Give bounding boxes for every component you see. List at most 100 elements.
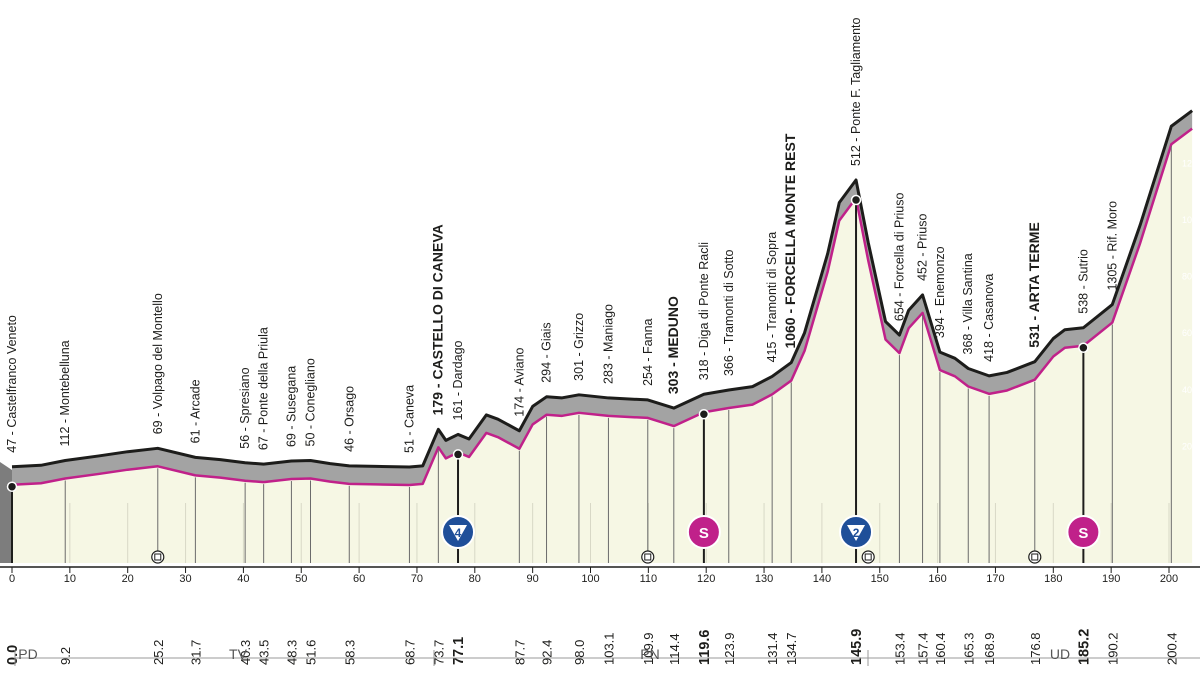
- km-label: 160.4: [933, 632, 948, 665]
- railway-icon: [151, 550, 165, 564]
- km-tick-label: 90: [527, 573, 539, 585]
- climb-triangle-icon: [847, 525, 866, 541]
- province-label: PN: [640, 646, 659, 662]
- km-label: 87.7: [512, 640, 527, 665]
- km-label: 200.4: [1164, 632, 1179, 665]
- km-label: 153.4: [892, 632, 907, 665]
- km-tick-label: 150: [871, 573, 889, 585]
- location-label: 50 - Conegliano: [304, 358, 318, 446]
- km-tick-label: 20: [122, 573, 134, 585]
- km-label: 119.6: [697, 630, 713, 666]
- location-label: 415 - Tramonti di Sopra: [765, 232, 779, 363]
- km-label: 68.7: [402, 640, 417, 665]
- km-tick-label: 30: [179, 573, 191, 585]
- waypoint-dot: [698, 409, 710, 420]
- km-tick-label: 160: [928, 573, 946, 585]
- climb-category-label: 2: [853, 526, 860, 540]
- location-label: 46 - Orsago: [342, 386, 356, 452]
- km-label: 92.4: [540, 640, 555, 665]
- railway-icon-glyph: [154, 553, 162, 561]
- waypoint-dot: [850, 194, 862, 206]
- km-label: 31.7: [188, 640, 203, 665]
- province-label: TV: [229, 646, 248, 662]
- km-label: 25.2: [151, 640, 166, 665]
- km-tick-label: 190: [1102, 573, 1120, 585]
- altitude-tick-label: 600: [1182, 328, 1197, 338]
- location-label: 69 - Volpago del Montello: [151, 293, 165, 434]
- km-tick-label: 0: [9, 573, 15, 585]
- sprint-badge: [686, 515, 721, 549]
- km-label: 73.7: [431, 640, 446, 665]
- km-label: 77.1: [451, 637, 467, 665]
- tunnel-icon: [1028, 550, 1042, 564]
- km-label: 145.9: [849, 629, 865, 665]
- km-label: 58.3: [342, 640, 357, 665]
- km-tick-label: 200: [1160, 573, 1178, 585]
- location-label: 67 - Ponte della Priula: [257, 327, 271, 450]
- railway-icon: [641, 550, 655, 564]
- km-tick-label: 60: [353, 573, 365, 585]
- waypoint-dot: [452, 449, 464, 460]
- km-tick-label: 100: [581, 573, 599, 585]
- sprint-label: S: [1078, 525, 1088, 542]
- climb-triangle-icon: [449, 525, 468, 541]
- km-label: 40.3: [238, 640, 253, 665]
- km-tick-label: 140: [813, 573, 831, 585]
- climb-category-label: 4: [455, 526, 462, 540]
- km-label: 131.4: [765, 632, 780, 665]
- km-tick-label: 180: [1044, 573, 1062, 585]
- km-tick-label: 80: [469, 573, 481, 585]
- location-label: 512 - Ponte F. Tagliamento: [849, 17, 863, 166]
- profile-band: [12, 110, 1193, 485]
- km-label: 190.2: [1105, 632, 1120, 665]
- km-tick-label: 50: [295, 573, 307, 585]
- waypoint-dot: [6, 481, 18, 492]
- km-label: 43.5: [257, 640, 272, 665]
- km-label: 123.9: [722, 632, 737, 665]
- railway-icon-glyph: [644, 553, 652, 561]
- location-label: 452 - Priuso: [916, 213, 930, 280]
- km-label: 168.9: [982, 632, 997, 665]
- km-label: 48.3: [284, 640, 299, 665]
- location-label: 61 - Arcade: [188, 379, 202, 443]
- location-label: 368 - Villa Santina: [961, 253, 975, 354]
- location-label: 294 - Giais: [540, 322, 554, 382]
- location-label: 1305 - Rif. Moro: [1105, 201, 1119, 291]
- tunnel-icon: [861, 550, 875, 564]
- km-tick-label: 70: [411, 573, 423, 585]
- km-tick-label: 170: [986, 573, 1004, 585]
- km-tick-label: 10: [64, 573, 76, 585]
- km-label: 51.6: [304, 640, 319, 665]
- location-label: 254 - Fanna: [641, 318, 655, 385]
- location-label: 303 - MEDUNO: [665, 296, 681, 394]
- altitude-tick-label: 1000: [1182, 215, 1200, 225]
- km-label: 165.3: [961, 632, 976, 665]
- sprint-badge: [1066, 515, 1101, 549]
- km-label: 134.7: [784, 632, 799, 665]
- altitude-tick-label: 400: [1182, 385, 1197, 395]
- km-label: 9.2: [58, 647, 73, 665]
- location-label: 418 - Casanova: [982, 274, 996, 362]
- location-label: 531 - ARTA TERME: [1026, 222, 1042, 348]
- altitude-tick-label: 200: [1182, 441, 1197, 451]
- location-label: 538 - Sutrio: [1076, 249, 1090, 314]
- km-tick-label: 120: [697, 573, 715, 585]
- profile-ridge-line: [11, 109, 1194, 469]
- km-label: 157.4: [916, 632, 931, 665]
- province-label: PD: [18, 646, 37, 662]
- location-label: 47 - Castelfranco Veneto: [5, 315, 19, 453]
- location-label: 654 - Forcella di Priuso: [892, 193, 906, 322]
- km-label: 0.0: [5, 645, 21, 665]
- km-label: 103.1: [601, 632, 616, 665]
- location-label: 318 - Diga di Ponte Racli: [697, 242, 711, 380]
- km-tick-label: 40: [237, 573, 249, 585]
- province-label: UD: [1050, 646, 1070, 662]
- location-label: 1060 - FORCELLA MONTE REST: [782, 133, 798, 348]
- location-label: 394 - Enemonzo: [933, 246, 947, 338]
- location-label: 301 - Grizzo: [572, 313, 586, 381]
- location-label: 56 - Spresiano: [238, 367, 252, 448]
- start-wedge: [0, 462, 12, 563]
- km-label: 98.0: [572, 640, 587, 665]
